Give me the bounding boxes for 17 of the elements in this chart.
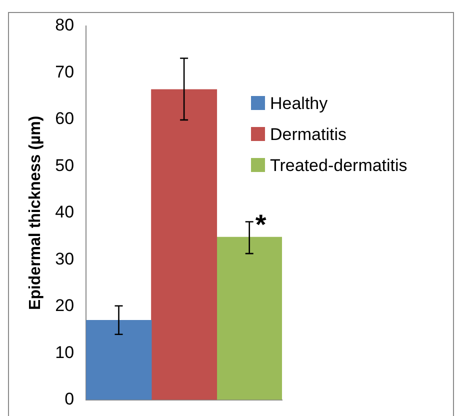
legend-label: Treated-dermatitis [270, 156, 408, 175]
bar [216, 236, 282, 400]
y-tick-label: 20 [55, 296, 74, 316]
annotation: * [255, 208, 266, 240]
y-tick-label: 0 [64, 389, 74, 408]
y-tick-label: 60 [55, 109, 74, 128]
y-tick-label: 70 [55, 62, 74, 82]
bar [86, 320, 152, 400]
y-tick-label: 80 [55, 16, 74, 35]
legend-label: Dermatitis [270, 125, 347, 144]
y-tick-label: 30 [55, 249, 74, 268]
y-tick-label: 10 [55, 342, 74, 362]
y-axis-title: Epidermal thickness (µm) [27, 116, 44, 310]
bar [151, 89, 218, 400]
y-tick-label: 40 [55, 202, 74, 222]
y-tick-label: 50 [55, 156, 74, 175]
legend-label: Healthy [270, 94, 328, 113]
